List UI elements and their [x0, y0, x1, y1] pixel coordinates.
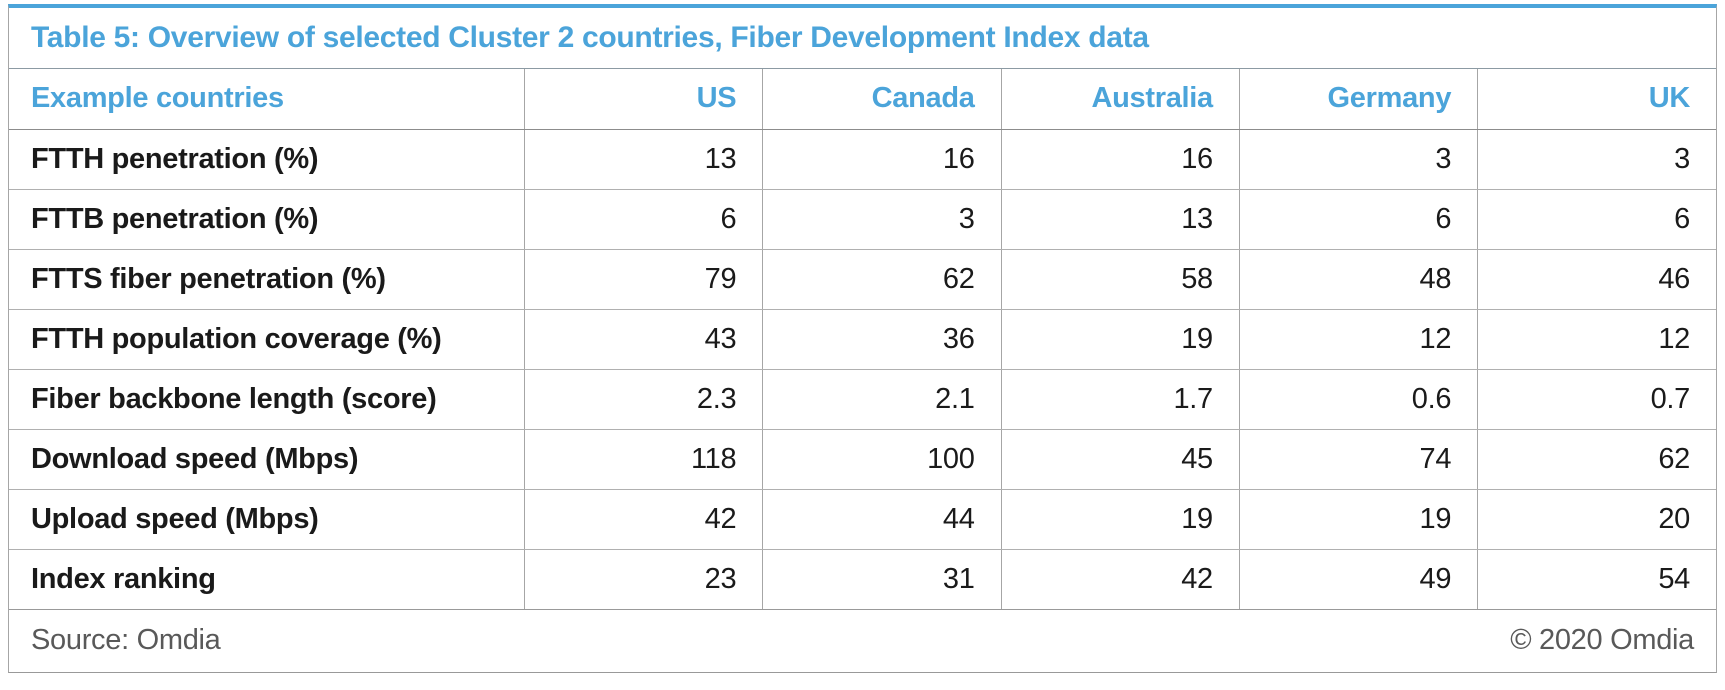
data-cell: 43	[524, 309, 764, 370]
data-cell: 6	[1239, 189, 1479, 250]
data-cell: 42	[524, 489, 764, 550]
column-header-canada: Canada	[762, 69, 1002, 130]
column-header-uk: UK	[1477, 69, 1716, 130]
data-cell: 62	[762, 249, 1002, 310]
column-header-example-countries: Example countries	[9, 69, 525, 130]
data-cell: 36	[762, 309, 1002, 370]
row-label: FTTB penetration (%)	[9, 189, 525, 250]
row-label: FTTH population coverage (%)	[9, 309, 525, 370]
row-label: Fiber backbone length (score)	[9, 369, 525, 430]
column-header-us: US	[524, 69, 764, 130]
data-cell: 12	[1239, 309, 1479, 370]
table-5-container: Table 5: Overview of selected Cluster 2 …	[8, 4, 1717, 673]
row-label: Download speed (Mbps)	[9, 429, 525, 490]
table-row-ftth-penetration: FTTH penetration (%) 13 16 16 3 3	[9, 129, 1716, 190]
data-cell: 2.3	[524, 369, 764, 430]
data-cell: 23	[524, 549, 764, 610]
data-cell: 48	[1239, 249, 1479, 310]
data-cell: 44	[762, 489, 1002, 550]
data-cell: 3	[1477, 129, 1716, 190]
row-label: Index ranking	[9, 549, 525, 610]
data-cell: 3	[762, 189, 1002, 250]
data-cell: 12	[1477, 309, 1716, 370]
table-row-index-ranking: Index ranking 23 31 42 49 54	[9, 549, 1716, 610]
row-label: Upload speed (Mbps)	[9, 489, 525, 550]
copyright-text: © 2020 Omdia	[1510, 624, 1694, 656]
data-cell: 62	[1477, 429, 1716, 490]
data-cell: 13	[1001, 189, 1240, 250]
row-label: FTTS fiber penetration (%)	[9, 249, 525, 310]
data-cell: 19	[1001, 489, 1240, 550]
table-row-download-speed: Download speed (Mbps) 118 100 45 74 62	[9, 429, 1716, 490]
table-row-upload-speed: Upload speed (Mbps) 42 44 19 19 20	[9, 489, 1716, 550]
data-cell: 16	[762, 129, 1002, 190]
data-cell: 6	[524, 189, 764, 250]
data-cell: 16	[1001, 129, 1240, 190]
data-cell: 45	[1001, 429, 1240, 490]
data-cell: 2.1	[762, 369, 1002, 430]
fiber-index-table: Example countries US Canada Australia Ge…	[9, 69, 1716, 610]
data-cell: 100	[762, 429, 1002, 490]
table-title: Table 5: Overview of selected Cluster 2 …	[9, 8, 1716, 69]
data-cell: 0.6	[1239, 369, 1479, 430]
data-cell: 49	[1239, 549, 1479, 610]
data-cell: 20	[1477, 489, 1716, 550]
column-header-australia: Australia	[1001, 69, 1240, 130]
data-cell: 118	[524, 429, 764, 490]
data-cell: 19	[1001, 309, 1240, 370]
data-cell: 31	[762, 549, 1002, 610]
data-cell: 13	[524, 129, 764, 190]
table-row-ftts-fiber-penetration: FTTS fiber penetration (%) 79 62 58 48 4…	[9, 249, 1716, 310]
table-header-row: Example countries US Canada Australia Ge…	[9, 69, 1716, 130]
data-cell: 46	[1477, 249, 1716, 310]
data-cell: 79	[524, 249, 764, 310]
data-cell: 58	[1001, 249, 1240, 310]
data-cell: 3	[1239, 129, 1479, 190]
column-header-germany: Germany	[1239, 69, 1479, 130]
data-cell: 1.7	[1001, 369, 1240, 430]
table-footer: Source: Omdia © 2020 Omdia	[9, 610, 1716, 672]
data-cell: 6	[1477, 189, 1716, 250]
source-text: Source: Omdia	[31, 624, 221, 656]
data-cell: 19	[1239, 489, 1479, 550]
data-cell: 74	[1239, 429, 1479, 490]
table-row-fiber-backbone-length: Fiber backbone length (score) 2.3 2.1 1.…	[9, 369, 1716, 430]
table-row-ftth-population-coverage: FTTH population coverage (%) 43 36 19 12…	[9, 309, 1716, 370]
table-row-fttb-penetration: FTTB penetration (%) 6 3 13 6 6	[9, 189, 1716, 250]
data-cell: 0.7	[1477, 369, 1716, 430]
data-cell: 54	[1477, 549, 1716, 610]
data-cell: 42	[1001, 549, 1240, 610]
row-label: FTTH penetration (%)	[9, 129, 525, 190]
